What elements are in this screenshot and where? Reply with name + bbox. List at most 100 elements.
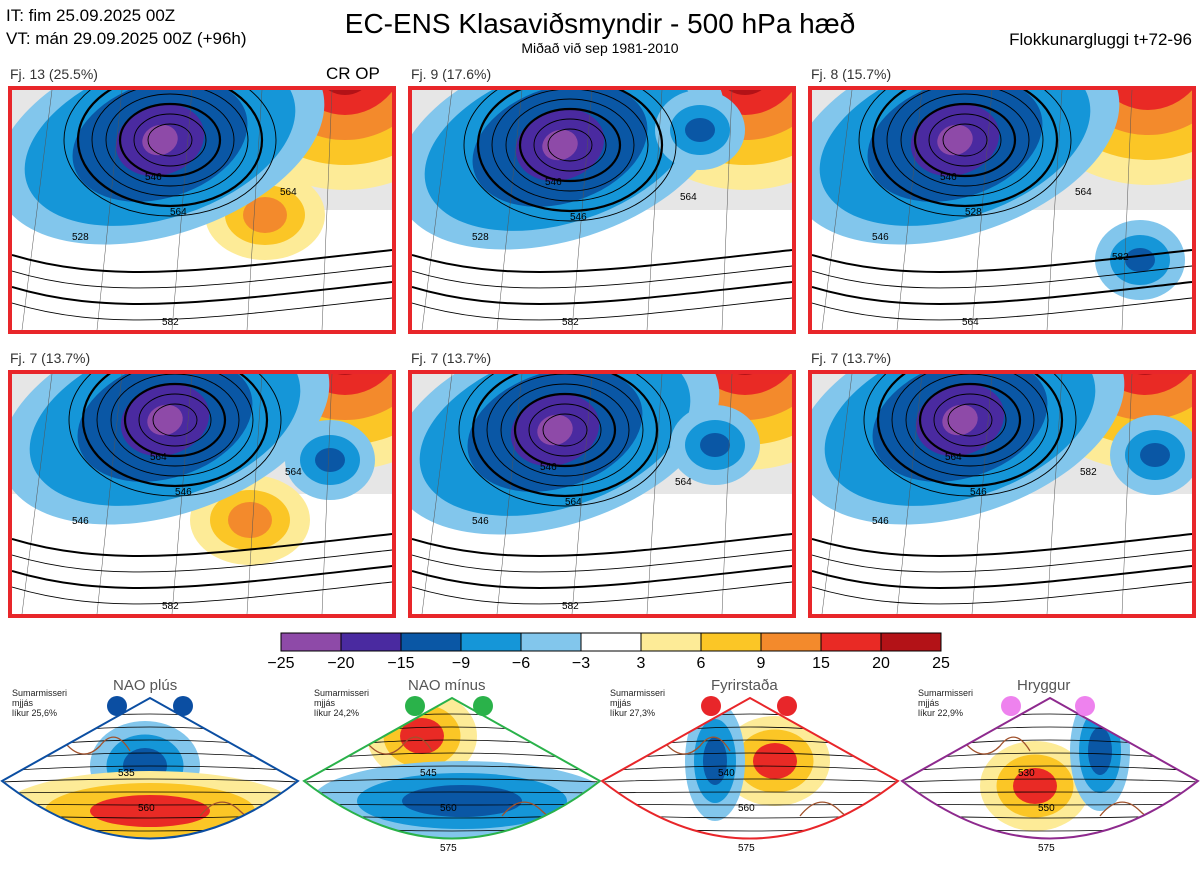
graticule-line <box>421 90 453 330</box>
positive-anomaly <box>737 374 753 375</box>
months-label: mjjás <box>610 698 632 708</box>
colorbar-tick-label: 15 <box>812 655 830 672</box>
regime-note: Sumarmisseri mjjás líkur 27,3% <box>610 688 665 718</box>
panel-label: Fj. 8 (15.7%) <box>811 66 892 82</box>
regime-field <box>2 698 298 839</box>
graticule-line <box>971 90 993 330</box>
height-contour <box>812 249 1192 273</box>
contour-label: 575 <box>440 843 457 854</box>
regime-dot <box>405 696 425 716</box>
contour-label: 575 <box>738 843 755 854</box>
graticule-line <box>96 374 123 614</box>
regime-dot <box>1001 696 1021 716</box>
colorbar-tick-label: 6 <box>696 655 706 672</box>
height-contour <box>12 281 392 305</box>
probability-label: líkur 25,6% <box>12 708 58 718</box>
height-contour <box>304 803 600 806</box>
classification-window: Flokkunargluggi t+72-96 <box>1009 30 1192 49</box>
months-label: mjjás <box>314 698 336 708</box>
cluster-map-3[interactable]: 546546528564564564582 <box>808 86 1196 334</box>
positive-anomaly <box>228 502 272 538</box>
height-contour <box>871 90 1059 208</box>
contour-label: 560 <box>440 803 457 814</box>
height-contour <box>412 249 792 273</box>
height-contour <box>412 297 792 321</box>
height-contour <box>471 374 659 498</box>
regime-nao-plus[interactable]: 535 560 Sumarmisseri mjjás líkur 25,6% NA… <box>0 676 300 871</box>
colorbar <box>280 632 942 652</box>
contour-label: 564 <box>280 187 297 198</box>
probability-label: líkur 27,3% <box>610 708 656 718</box>
graticule-line <box>21 90 53 330</box>
graticule-line <box>246 90 263 330</box>
cluster-map-4[interactable]: 546564546564564582 <box>8 370 396 618</box>
positive-anomaly <box>753 743 797 779</box>
contour-label: 564 <box>170 207 187 218</box>
colorbar-tick-label: −9 <box>451 655 471 672</box>
regime-dot <box>107 696 127 716</box>
height-contour <box>812 281 1192 305</box>
regime-map: 530 550 575 <box>900 696 1200 854</box>
colorbar-segment <box>340 632 402 652</box>
regime-note: Sumarmisseri mjjás líkur 22,9% <box>918 688 973 718</box>
regime-map: 545 560 575 <box>302 696 602 854</box>
contour-label: 528 <box>472 232 489 243</box>
height-contour <box>68 374 282 497</box>
anomaly-map: 546564546564564582 <box>12 374 392 614</box>
contour-label: 582 <box>162 601 179 612</box>
height-contour <box>542 413 588 447</box>
contour-label: 582 <box>162 317 179 328</box>
probability-label: líkur 24,2% <box>314 708 360 718</box>
height-contour <box>304 778 600 783</box>
season-label: Sumarmisseri <box>12 688 68 698</box>
graticule-line <box>171 374 193 614</box>
regime-blocking[interactable]: 540 560 575 Sumarmisseri mjjás líkur 27,3%… <box>600 676 900 871</box>
regime-title: NAO plús <box>113 677 178 694</box>
colorbar-tick-label: 25 <box>932 655 950 672</box>
graticule-line <box>246 374 263 614</box>
height-contour <box>812 265 1192 289</box>
cluster-map-2[interactable]: 528546546564564582 <box>408 86 796 334</box>
probability-label: líkur 22,9% <box>918 708 964 718</box>
contour-label: 546 <box>872 232 889 243</box>
months-label: mjjás <box>12 698 34 708</box>
height-contour <box>91 90 249 197</box>
regime-nao-minus[interactable]: 545 560 575 Sumarmisseri mjjás líkur 24,2%… <box>302 676 602 871</box>
contour-label: 546 <box>940 172 957 183</box>
positive-anomaly <box>328 90 362 95</box>
page-subtitle: Miðað við sep 1981-2010 <box>521 40 679 56</box>
graticule-line <box>896 374 923 614</box>
regime-border <box>900 696 1200 840</box>
contour-label: 540 <box>718 768 735 779</box>
colorbar-segment <box>760 632 822 652</box>
panel-label: Fj. 9 (17.6%) <box>411 66 492 82</box>
crop-label: CR OP <box>326 64 380 83</box>
height-contour <box>928 113 1002 167</box>
regime-dot <box>473 696 493 716</box>
contour-label: 560 <box>138 803 155 814</box>
height-contour <box>458 374 672 507</box>
graticule-line <box>21 374 53 614</box>
regime-ridge[interactable]: 530 550 575 Sumarmisseri mjjás líkur 22,9%… <box>900 676 1200 871</box>
height-contour <box>891 374 1049 477</box>
colorbar-tick-label: 9 <box>756 655 766 672</box>
cluster-map-1[interactable]: 528546564546564582 <box>8 86 396 334</box>
height-contour <box>2 778 298 783</box>
season-label: Sumarmisseri <box>314 688 370 698</box>
height-contour <box>918 382 1022 458</box>
graticule-line <box>646 374 663 614</box>
negative-anomaly <box>700 433 730 457</box>
contour-label: 550 <box>1038 803 1055 814</box>
height-contour <box>518 107 622 183</box>
height-contour <box>105 93 235 187</box>
height-contour <box>138 393 212 447</box>
height-contour <box>905 374 1035 467</box>
height-contour <box>902 791 1198 794</box>
height-contour <box>486 374 644 487</box>
regime-map: 535 560 <box>0 696 300 840</box>
height-contour <box>2 765 298 772</box>
contour-label: 546 <box>570 212 587 223</box>
height-contour <box>913 102 1017 178</box>
cluster-map-5[interactable]: 546546564546564582 <box>408 370 796 618</box>
